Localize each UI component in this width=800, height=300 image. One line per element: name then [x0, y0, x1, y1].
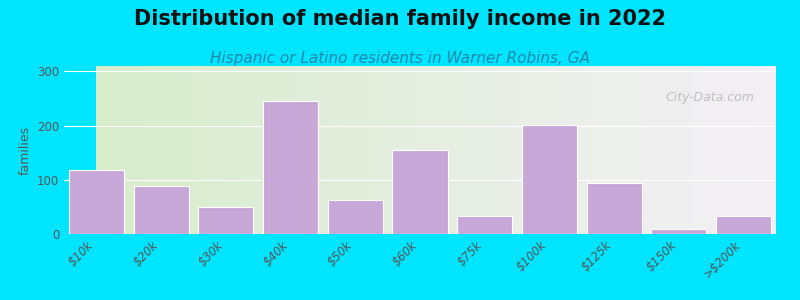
- Bar: [716, 216, 771, 234]
- Bar: [458, 216, 512, 234]
- Bar: [263, 101, 318, 234]
- Y-axis label: families: families: [18, 125, 31, 175]
- Bar: [522, 124, 577, 234]
- Bar: [586, 182, 642, 234]
- Bar: [393, 150, 447, 234]
- Bar: [328, 200, 382, 234]
- Bar: [651, 229, 706, 234]
- Text: Hispanic or Latino residents in Warner Robins, GA: Hispanic or Latino residents in Warner R…: [210, 51, 590, 66]
- Text: City-Data.com: City-Data.com: [666, 91, 754, 104]
- Text: Distribution of median family income in 2022: Distribution of median family income in …: [134, 9, 666, 29]
- Bar: [134, 186, 189, 234]
- Bar: [69, 170, 124, 234]
- Bar: [198, 207, 254, 234]
